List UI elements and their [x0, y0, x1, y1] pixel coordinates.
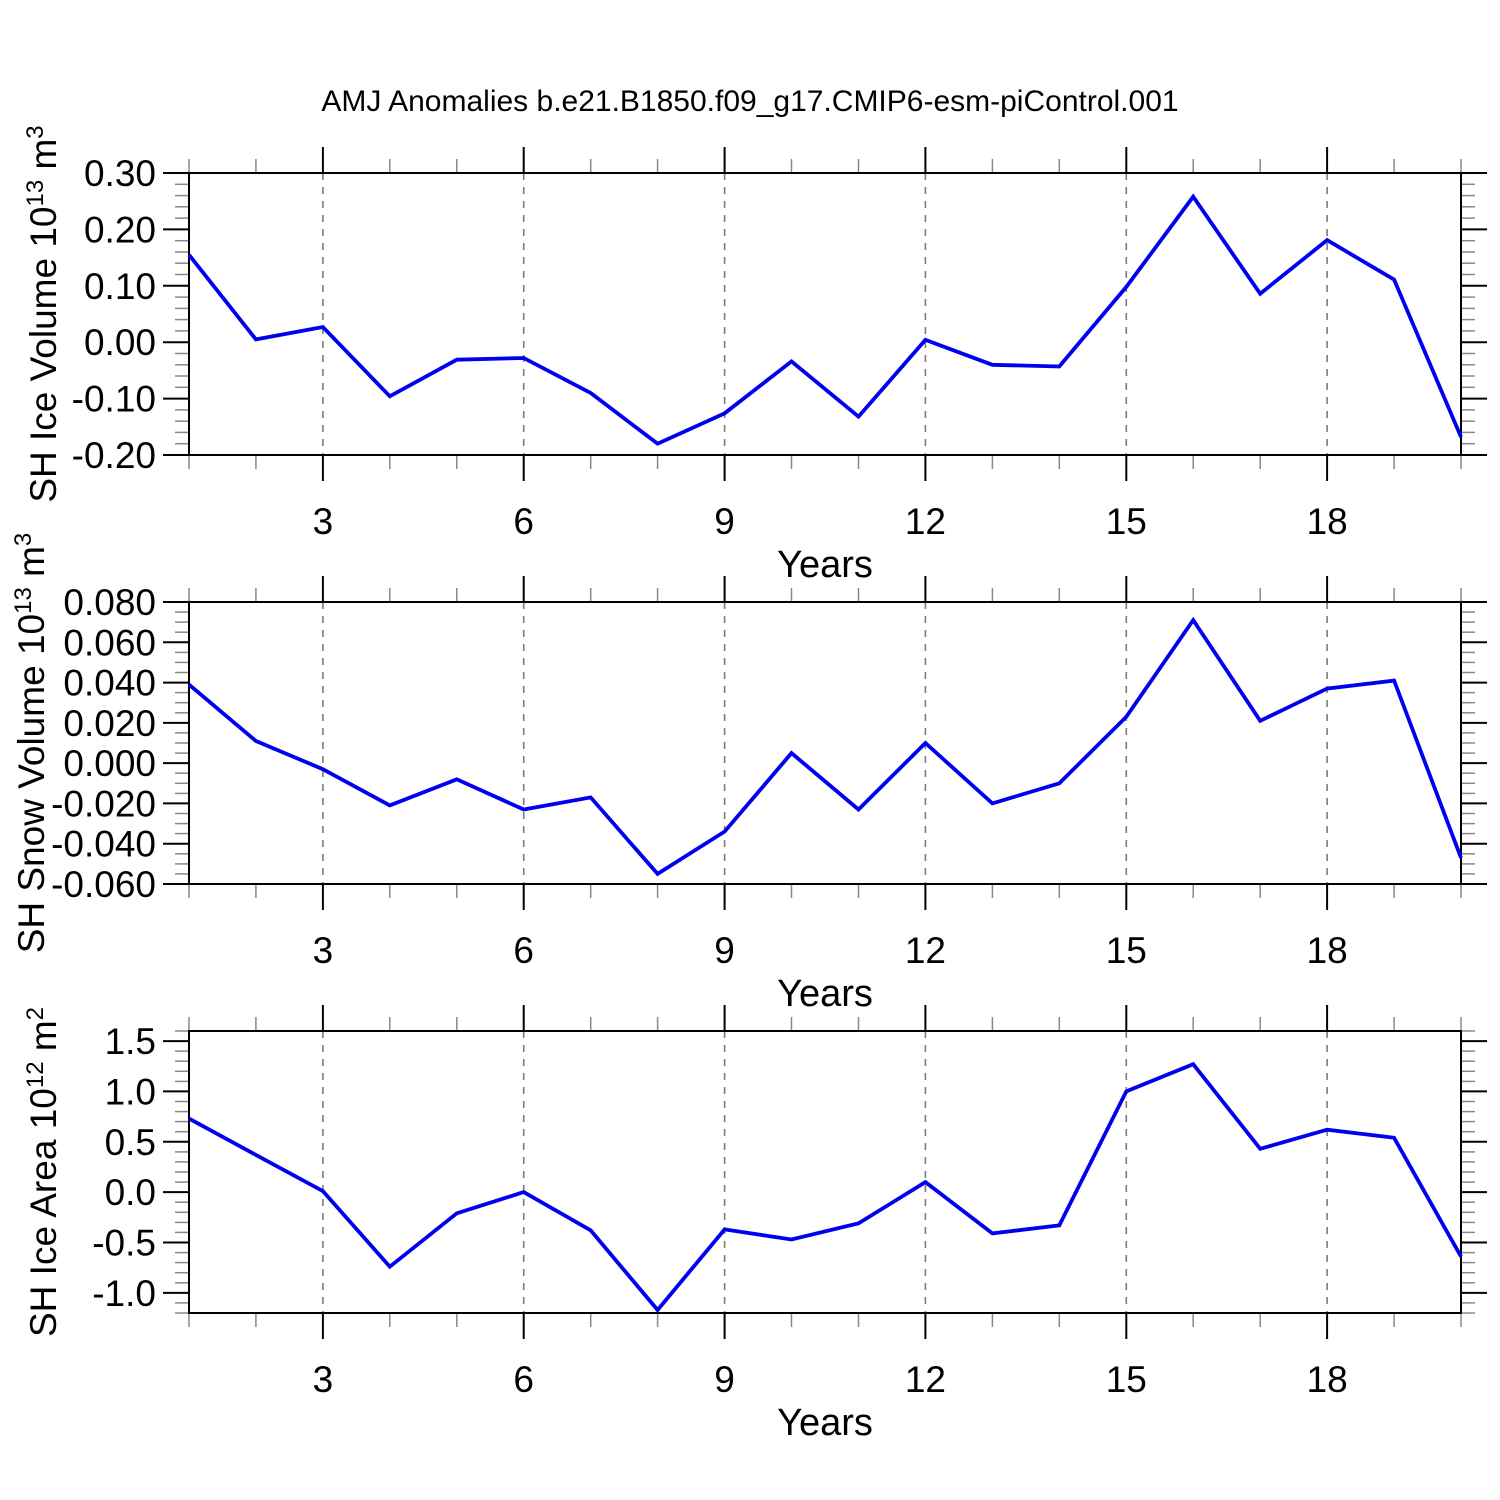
y-tick-label: 0.040	[63, 663, 156, 704]
panel-sh-snow-volume: 3 6 9 12 15 18-0.060-0.040-0.0200.0000.0200.0…	[10, 533, 1487, 1015]
x-tick-label: 6	[513, 501, 534, 542]
y-tick-label: 0.20	[84, 209, 156, 250]
y-tick-label: -0.5	[92, 1223, 156, 1264]
panel-frame	[188, 601, 1462, 885]
x-tick-label: 15	[1106, 1359, 1147, 1400]
x-tick-label: 18	[1307, 1359, 1348, 1400]
data-line	[188, 1061, 1463, 1313]
chart-title: AMJ Anomalies b.e21.B1850.f09_g17.CMIP6-…	[321, 85, 1178, 118]
data-line	[187, 616, 1463, 877]
y-axis-title: SH Snow Volume 1013 m3	[10, 533, 52, 954]
y-tick-label: 1.5	[105, 1021, 156, 1062]
y-tick-label: -0.20	[72, 435, 156, 476]
y-tick-label: -0.10	[72, 379, 156, 420]
panel-frame	[188, 1030, 1462, 1314]
x-tick-label: 3	[313, 501, 334, 542]
x-tick-label: 9	[714, 1359, 735, 1400]
y-tick-label: 0.020	[63, 703, 156, 744]
x-axis-title: Years	[777, 1402, 873, 1444]
panels-group: 3 6 9 12 15 18 -0.20 -0.10 0.00 0.10 0.20 0.30 Years…	[10, 125, 1487, 1444]
x-tick-label: 15	[1106, 930, 1147, 971]
y-tick-label: -0.060	[51, 864, 156, 905]
x-tick-label: 18	[1307, 930, 1348, 971]
y-axis-title: SH Ice Volume 1013 m3	[22, 125, 64, 502]
y-tick-label: 0.060	[63, 622, 156, 663]
y-tick-label: 1.0	[105, 1071, 156, 1112]
x-tick-label: 12	[905, 1359, 946, 1400]
panel-sh-ice-area: 3 6 9 12 15 18 -1.0 -0.5 0.0 0.5 1.0 1.5 Years SH Ice…	[22, 1005, 1487, 1444]
panel-sh-ice-volume: 3 6 9 12 15 18 -0.20 -0.10 0.00 0.10 0.20 0.30 Years…	[22, 125, 1487, 586]
y-tick-label: 0.10	[84, 266, 156, 307]
x-tick-label: 3	[313, 1359, 334, 1400]
panel-frame	[188, 172, 1462, 456]
y-tick-label: -1.0	[92, 1273, 156, 1314]
y-tick-label: 0.000	[63, 743, 156, 784]
x-tick-label: 15	[1106, 501, 1147, 542]
y-tick-label: 0.5	[105, 1122, 156, 1163]
y-tick-label: 0.30	[84, 153, 156, 194]
x-tick-label: 6	[513, 930, 534, 971]
x-tick-label: 3	[313, 930, 334, 971]
y-tick-label: 0.080	[63, 582, 156, 623]
data-line	[187, 193, 1463, 446]
y-tick-label: 0.0	[105, 1172, 156, 1213]
y-tick-label: 0.00	[84, 322, 156, 363]
y-axis-title: SH Ice Area 1012 m2	[22, 1007, 64, 1337]
y-tick-label: -0.040	[51, 824, 156, 865]
y-tick-label: -0.020	[51, 783, 156, 824]
x-axis-title: Years	[777, 973, 873, 1015]
x-axis-title: Years	[777, 544, 873, 586]
x-tick-label: 6	[513, 1359, 534, 1400]
x-tick-label: 9	[714, 501, 735, 542]
x-tick-label: 9	[714, 930, 735, 971]
x-tick-label: 18	[1307, 501, 1348, 542]
x-tick-label: 12	[905, 930, 946, 971]
x-tick-label: 12	[905, 501, 946, 542]
